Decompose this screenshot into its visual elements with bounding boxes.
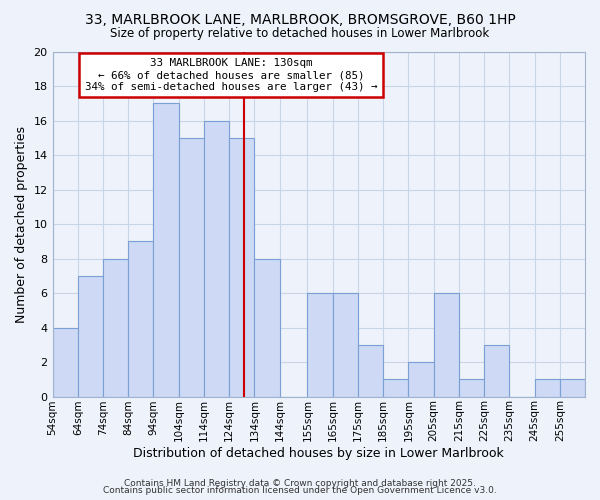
- Text: Contains HM Land Registry data © Crown copyright and database right 2025.: Contains HM Land Registry data © Crown c…: [124, 478, 476, 488]
- Text: Contains public sector information licensed under the Open Government Licence v3: Contains public sector information licen…: [103, 486, 497, 495]
- Bar: [434, 293, 459, 397]
- Bar: [535, 380, 560, 396]
- Bar: [459, 380, 484, 396]
- Bar: [484, 345, 509, 397]
- Bar: [103, 258, 128, 396]
- Bar: [179, 138, 204, 396]
- Bar: [307, 293, 332, 397]
- Bar: [254, 258, 280, 396]
- Bar: [229, 138, 254, 396]
- Bar: [383, 380, 409, 396]
- Bar: [78, 276, 103, 396]
- Text: 33, MARLBROOK LANE, MARLBROOK, BROMSGROVE, B60 1HP: 33, MARLBROOK LANE, MARLBROOK, BROMSGROV…: [85, 12, 515, 26]
- Bar: [409, 362, 434, 396]
- Bar: [332, 293, 358, 397]
- Bar: [204, 120, 229, 396]
- X-axis label: Distribution of detached houses by size in Lower Marlbrook: Distribution of detached houses by size …: [133, 447, 504, 460]
- Bar: [560, 380, 585, 396]
- Bar: [358, 345, 383, 397]
- Text: 33 MARLBROOK LANE: 130sqm
← 66% of detached houses are smaller (85)
34% of semi-: 33 MARLBROOK LANE: 130sqm ← 66% of detac…: [85, 58, 377, 92]
- Text: Size of property relative to detached houses in Lower Marlbrook: Size of property relative to detached ho…: [110, 28, 490, 40]
- Bar: [128, 242, 154, 396]
- Y-axis label: Number of detached properties: Number of detached properties: [15, 126, 28, 322]
- Bar: [53, 328, 78, 396]
- Bar: [154, 104, 179, 397]
